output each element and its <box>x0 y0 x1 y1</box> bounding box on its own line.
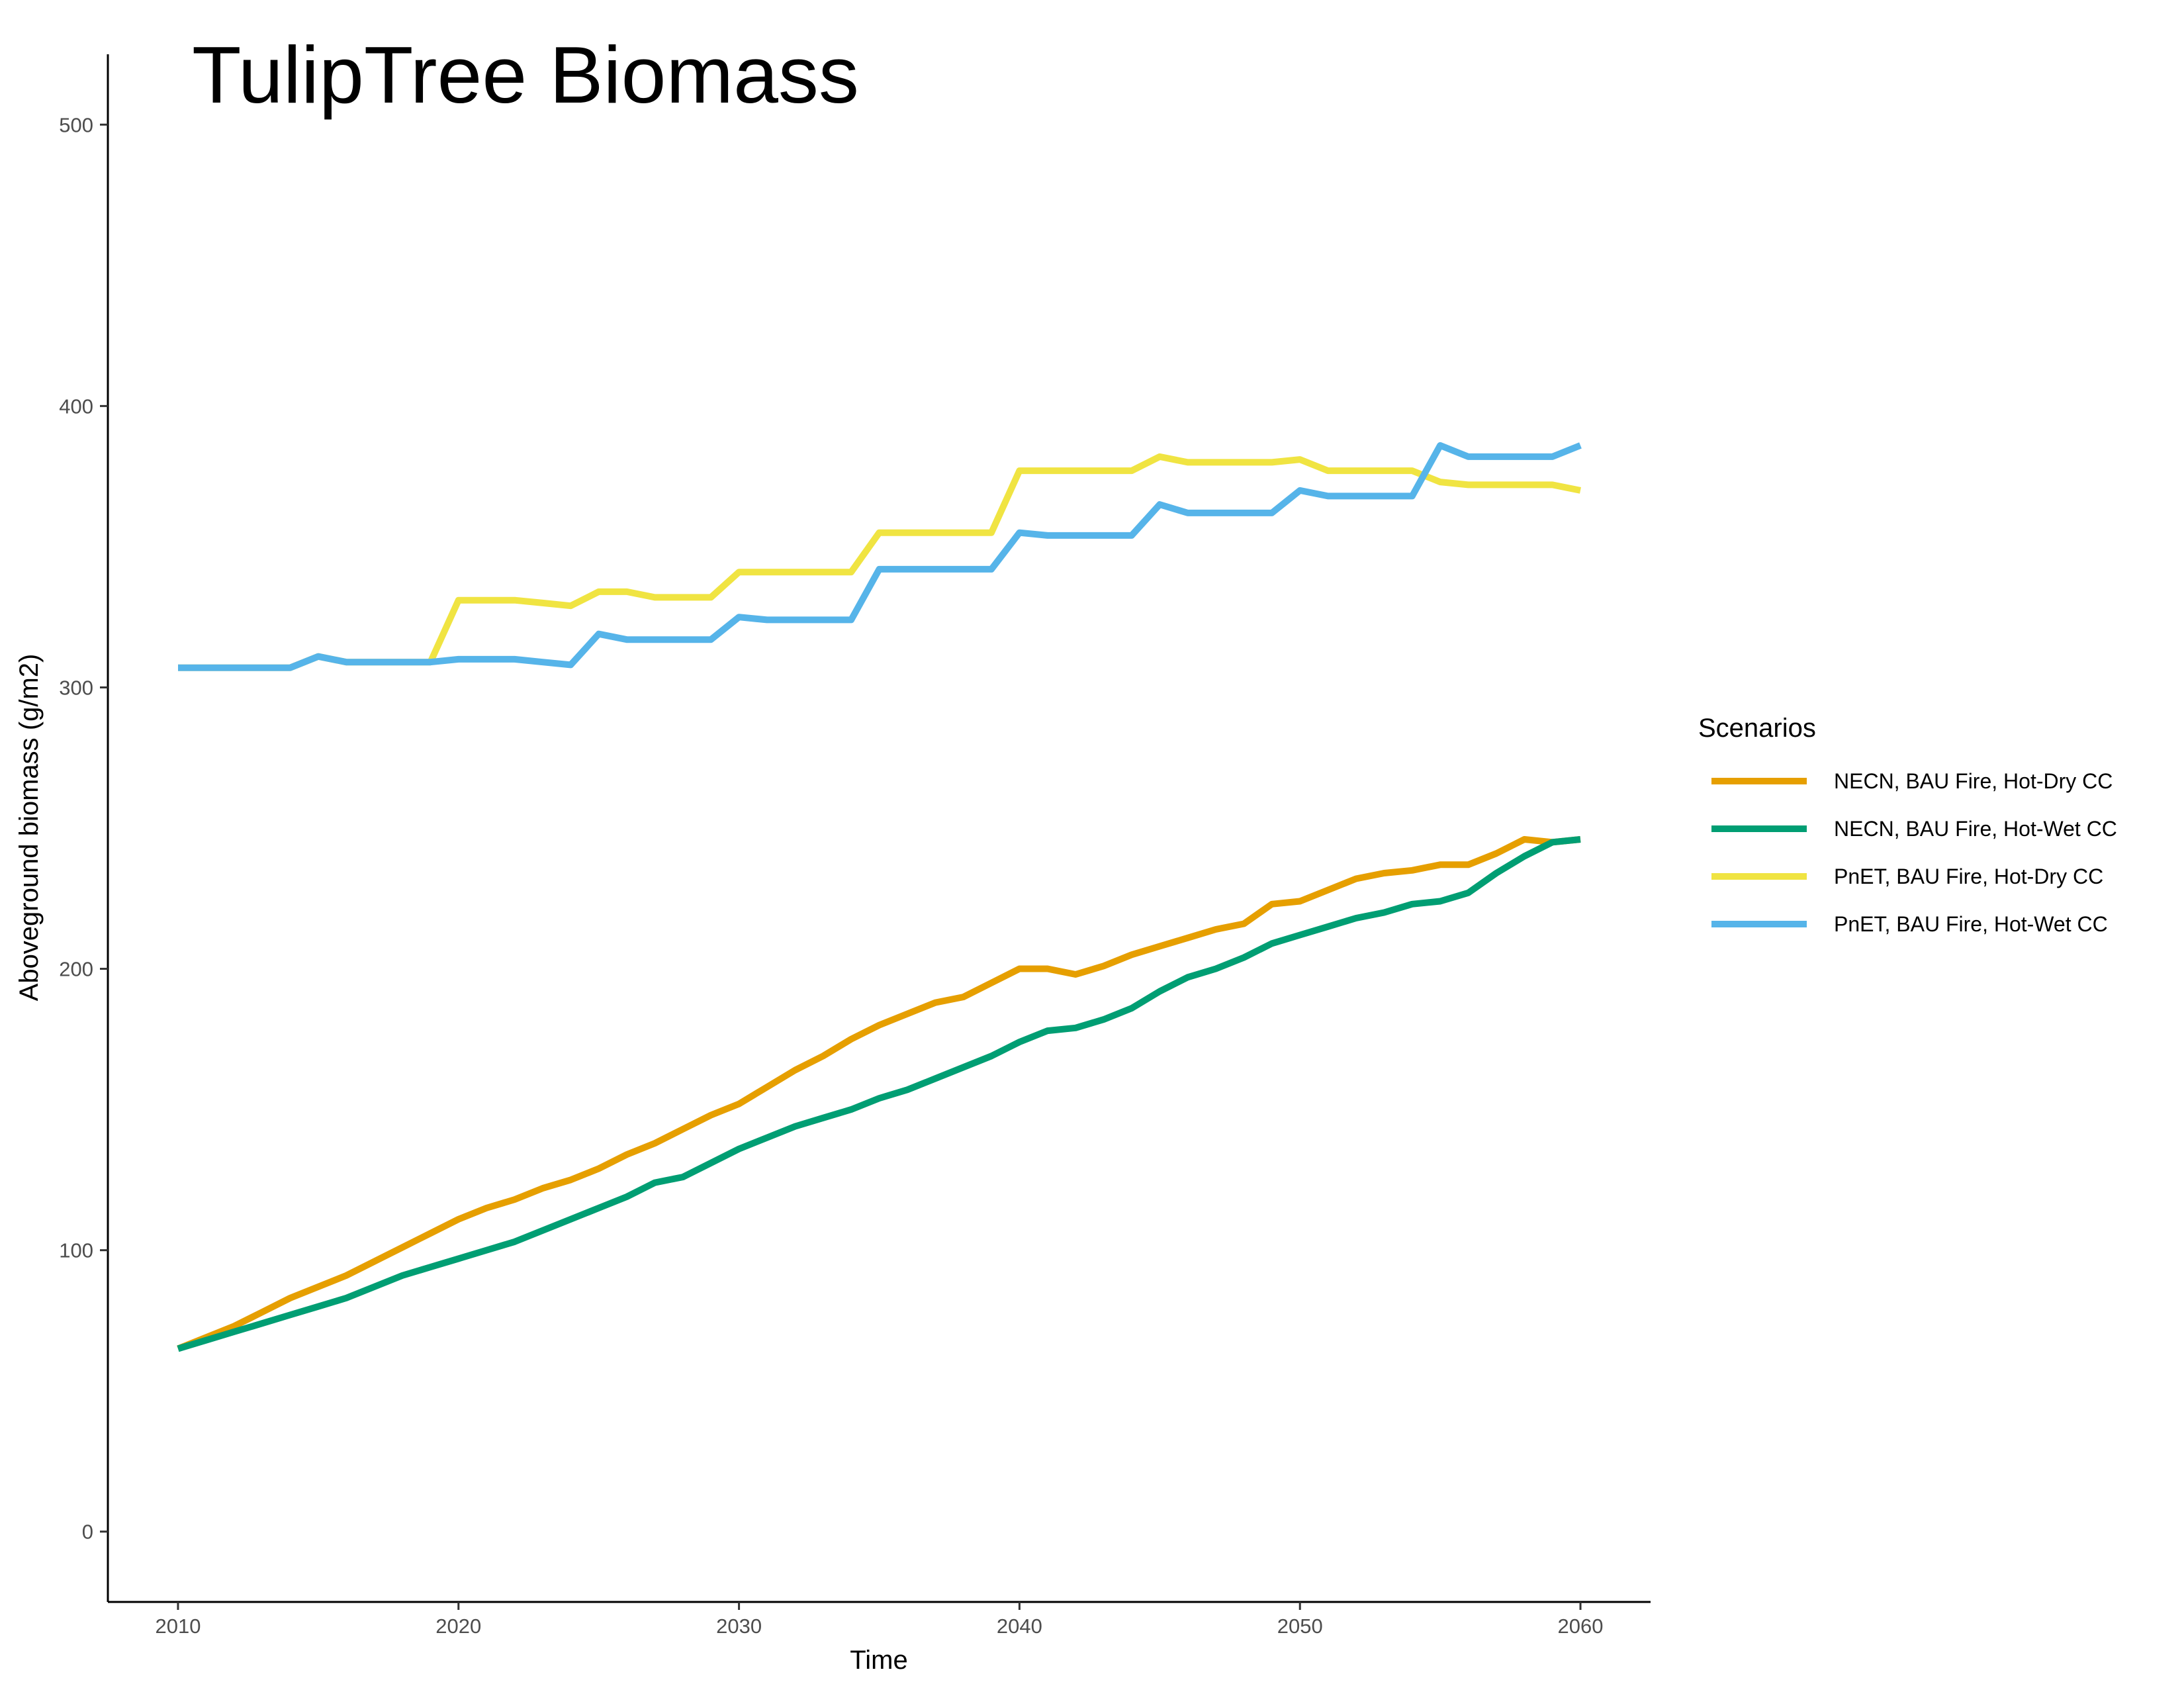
x-axis-ticks: 2010 2020 2030 2040 2050 2060 <box>155 1602 1604 1638</box>
series-group <box>177 442 1582 1352</box>
y-axis-title: Aboveground biomass (g/m2) <box>15 654 44 1002</box>
y-tick-label: 300 <box>59 676 93 699</box>
series-line-2 <box>177 836 1581 1352</box>
legend-title: Scenarios <box>1698 714 1816 743</box>
x-tick-label: 2040 <box>997 1615 1042 1638</box>
y-tick-label: 0 <box>82 1521 93 1544</box>
legend-label-1: NECN, BAU Fire, Hot-Dry CC <box>1834 769 2113 793</box>
series-line-1 <box>177 836 1581 1352</box>
legend-label-3: PnET, BAU Fire, Hot-Dry CC <box>1834 865 2103 888</box>
chart-title: TulipTree Biomass <box>192 30 859 120</box>
x-tick-label: 2060 <box>1558 1615 1604 1638</box>
y-axis-ticks: 0 100 200 300 400 500 <box>59 113 108 1544</box>
y-tick-label: 100 <box>59 1239 93 1262</box>
x-axis-title: Time <box>850 1646 907 1675</box>
y-tick-label: 400 <box>59 395 93 418</box>
series-line-4 <box>178 442 1582 671</box>
x-tick-label: 2020 <box>435 1615 481 1638</box>
axes <box>107 54 1651 1603</box>
legend-label-4: PnET, BAU Fire, Hot-Wet CC <box>1834 912 2108 936</box>
x-tick-label: 2010 <box>155 1615 201 1638</box>
legend: Scenarios NECN, BAU Fire, Hot-Dry CC NECN… <box>1698 714 2117 936</box>
x-tick-label: 2030 <box>716 1615 762 1638</box>
x-tick-label: 2050 <box>1277 1615 1323 1638</box>
legend-label-2: NECN, BAU Fire, Hot-Wet CC <box>1834 817 2117 841</box>
y-tick-label: 500 <box>59 113 93 136</box>
y-tick-label: 200 <box>59 958 93 981</box>
